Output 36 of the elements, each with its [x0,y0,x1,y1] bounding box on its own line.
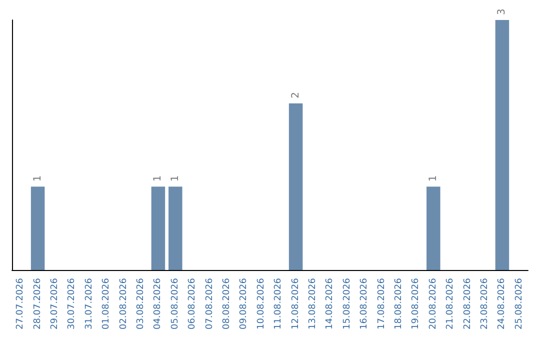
x-tick-label: 13.08.2026 [308,278,318,330]
x-tick-label: 12.08.2026 [290,278,301,330]
x-tick-label: 29.07.2026 [50,278,60,330]
x-tick-label: 02.08.2026 [118,278,129,330]
data-label: 1 [32,175,44,182]
x-tick-label: 23.08.2026 [480,278,490,330]
x-tick-label: 21.08.2026 [446,278,456,330]
x-tick-label: 25.08.2026 [514,278,524,330]
x-tick-label: 22.08.2026 [462,278,473,330]
data-label: 1 [170,175,181,182]
x-tick-label: 11.08.2026 [274,278,284,330]
x-tick-label: 09.08.2026 [239,278,250,330]
x-tick-label: 28.07.2026 [32,278,43,330]
x-tick-label: 07.08.2026 [204,278,215,330]
x-tick-label: 14.08.2026 [325,278,336,330]
data-label: 1 [428,175,439,182]
x-tick-label: 17.08.2026 [376,278,387,330]
x-tick-label: 30.07.2026 [67,278,78,330]
x-tick-label: 24.08.2026 [497,278,508,330]
x-tick-label: 27.07.2026 [16,278,26,330]
x-tick-label: 19.08.2026 [411,278,422,330]
x-tick-label: 06.08.2026 [188,278,198,330]
x-tick-label: 01.08.2026 [102,278,112,330]
x-tick-label: 05.08.2026 [170,278,180,330]
x-tick-label: 15.08.2026 [342,278,352,330]
x-tick-label: 03.08.2026 [136,278,146,330]
x-tick-label: 31.07.2026 [84,278,94,330]
x-tick-label: 18.08.2026 [394,278,404,330]
data-label: 2 [290,92,302,98]
x-tick-label: 16.08.2026 [360,278,370,330]
data-label: 3 [496,8,508,15]
x-tick-label: 08.08.2026 [222,278,232,330]
x-tick-label: 04.08.2026 [153,278,164,330]
data-label: 1 [152,175,164,182]
x-tick-label: 10.08.2026 [256,278,266,330]
x-tick-label: 20.08.2026 [428,278,438,330]
